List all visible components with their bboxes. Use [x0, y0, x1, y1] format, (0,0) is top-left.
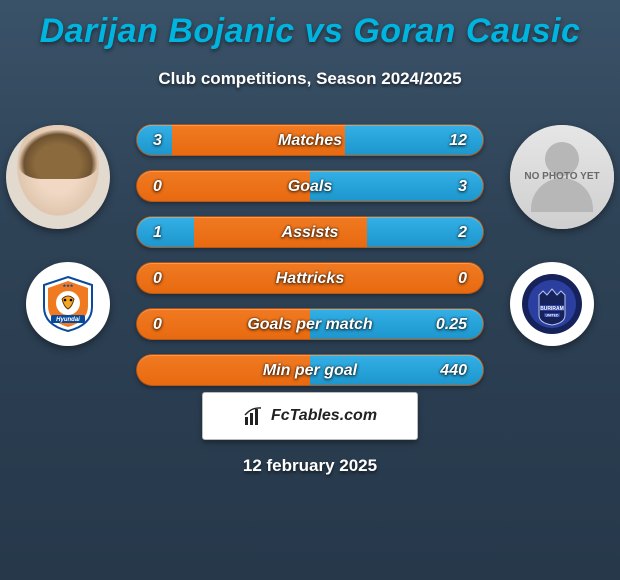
stat-label: Goals per match — [137, 309, 483, 341]
stat-right-value: 12 — [449, 125, 467, 157]
stat-label: Hattricks — [137, 263, 483, 295]
stat-right-value: 3 — [458, 171, 467, 203]
date-label: 12 february 2025 — [0, 456, 620, 476]
stat-row-hattricks: 0 Hattricks 0 — [136, 262, 484, 294]
stat-label: Matches — [137, 125, 483, 157]
no-photo-placeholder: NO PHOTO YET — [510, 125, 614, 229]
brand-label: FcTables.com — [271, 407, 377, 425]
svg-text:UNITED: UNITED — [545, 314, 559, 318]
stat-right-value: 2 — [458, 217, 467, 249]
stat-bars: 3 Matches 12 0 Goals 3 1 Assists 2 0 Hat… — [136, 124, 484, 400]
stat-right-value: 0.25 — [436, 309, 467, 341]
stat-row-matches: 3 Matches 12 — [136, 124, 484, 156]
stat-right-value: 440 — [440, 355, 467, 387]
stat-row-goalspermatch: 0 Goals per match 0.25 — [136, 308, 484, 340]
stat-label: Assists — [137, 217, 483, 249]
stat-row-assists: 1 Assists 2 — [136, 216, 484, 248]
page-title: Darijan Bojanic vs Goran Causic — [0, 0, 620, 51]
buriram-crest-icon: BURIRAM UNITED — [521, 273, 583, 335]
brand-attribution[interactable]: FcTables.com — [202, 392, 418, 440]
stat-right-value: 0 — [458, 263, 467, 295]
player-left-avatar — [6, 125, 110, 229]
ulsan-crest-icon: ★★★ Hyundai — [37, 273, 99, 335]
stat-label: Min per goal — [137, 355, 483, 387]
svg-text:Hyundai: Hyundai — [56, 317, 80, 323]
club-right-badge: BURIRAM UNITED — [510, 262, 594, 346]
player-photo-left — [6, 125, 110, 229]
stat-label: Goals — [137, 171, 483, 203]
svg-text:★★★: ★★★ — [63, 283, 74, 288]
stat-row-minpergoal: Min per goal 440 — [136, 354, 484, 386]
no-photo-label: NO PHOTO YET — [524, 171, 599, 183]
club-left-badge: ★★★ Hyundai — [26, 262, 110, 346]
subtitle: Club competitions, Season 2024/2025 — [0, 69, 620, 89]
svg-text:BURIRAM: BURIRAM — [540, 306, 564, 312]
player-right-avatar: NO PHOTO YET — [510, 125, 614, 229]
fctables-logo-icon — [243, 405, 265, 427]
stats-area: NO PHOTO YET ★★★ Hyundai BURIRAM UNITED — [0, 110, 620, 400]
stat-row-goals: 0 Goals 3 — [136, 170, 484, 202]
